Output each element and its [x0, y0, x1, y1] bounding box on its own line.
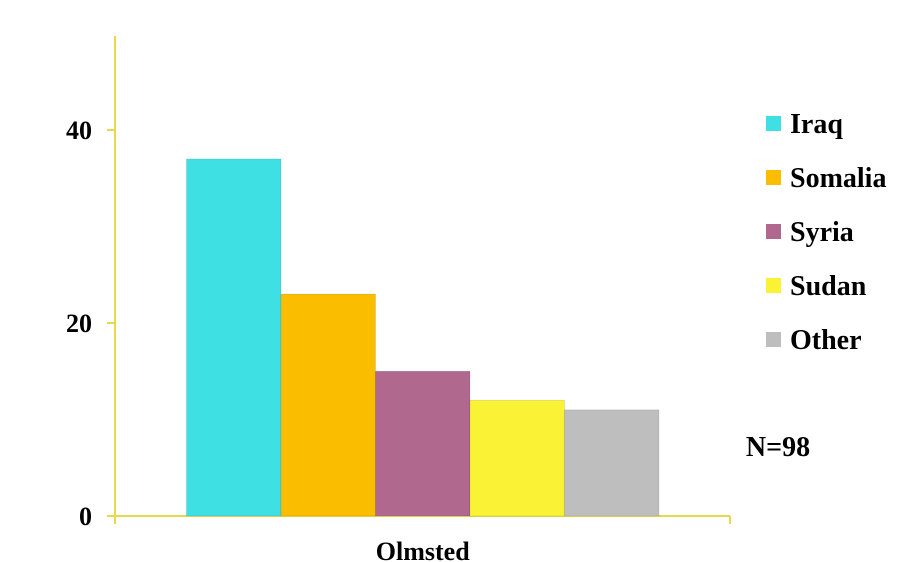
legend: Iraq Somalia Syria Sudan Other	[766, 109, 886, 356]
bar-somalia	[280, 293, 376, 517]
legend-swatch-other	[766, 332, 781, 347]
bar-sudan	[469, 399, 565, 517]
bar-syria	[375, 370, 471, 517]
legend-label-other: Other	[790, 325, 862, 356]
y-tick-label: 40	[66, 116, 92, 145]
sample-size-annotation: N=98	[746, 432, 810, 463]
bar-iraq	[186, 158, 282, 517]
y-tick-label: 0	[79, 502, 92, 531]
legend-swatch-somalia	[766, 170, 781, 185]
legend-label-somalia: Somalia	[790, 163, 886, 194]
y-tick-label: 20	[66, 309, 92, 338]
legend-label-syria: Syria	[790, 217, 854, 248]
legend-swatch-syria	[766, 224, 781, 239]
bar-other	[564, 409, 660, 517]
legend-swatch-sudan	[766, 278, 781, 293]
legend-label-sudan: Sudan	[790, 271, 867, 302]
bars	[186, 158, 660, 517]
legend-swatch-iraq	[766, 116, 781, 131]
legend-label-iraq: Iraq	[790, 109, 843, 140]
x-category-label: Olmsted	[376, 537, 470, 562]
